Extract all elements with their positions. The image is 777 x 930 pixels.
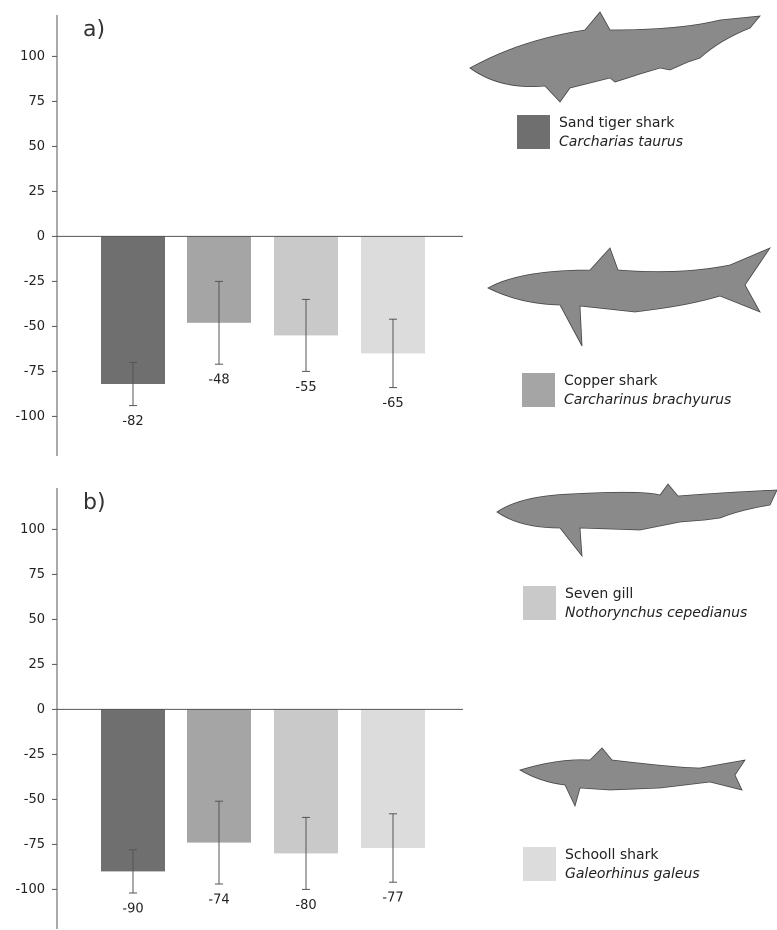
y-tick-label: 50 (28, 612, 45, 627)
y-tick-label: -50 (24, 319, 45, 334)
y-tick-label: -100 (15, 409, 45, 424)
data-label: -74 (208, 893, 229, 908)
data-label: -48 (208, 373, 229, 388)
panel-label: b) (83, 490, 106, 515)
y-tick-label: -50 (24, 792, 45, 807)
y-tick-label: 0 (37, 702, 45, 717)
data-label: -65 (382, 396, 403, 411)
bar (101, 709, 165, 872)
legend-name: Sand tiger shark (559, 115, 675, 131)
legend-species: Carcharias taurus (559, 134, 683, 150)
y-tick-label: 75 (28, 94, 45, 109)
sand-tiger-illustration (469, 11, 761, 103)
panel-label: a) (83, 17, 105, 42)
data-label: -77 (382, 891, 403, 906)
legend-species: Nothorynchus cepedianus (565, 605, 747, 621)
school-illustration (519, 747, 746, 808)
y-tick-label: 100 (20, 522, 45, 537)
y-tick-label: -25 (24, 747, 45, 762)
y-tick-label: -100 (15, 882, 45, 897)
shark-illustrations (469, 11, 777, 808)
legend-name: Copper shark (564, 373, 658, 389)
data-label: -80 (295, 898, 316, 913)
y-tick-label: 25 (28, 184, 45, 199)
legend-swatch (523, 847, 556, 881)
data-label: -55 (295, 380, 316, 395)
data-label: -90 (122, 902, 143, 917)
legend-swatch (523, 586, 556, 620)
y-tick-label: -75 (24, 364, 45, 379)
legend-species: Galeorhinus galeus (565, 866, 700, 882)
y-tick-label: 0 (37, 229, 45, 244)
legend-swatch (517, 115, 550, 149)
legend-swatch (522, 373, 555, 407)
y-tick-label: 75 (28, 567, 45, 582)
y-tick-label: 25 (28, 657, 45, 672)
seven-gill-illustration (496, 483, 777, 558)
y-tick-label: -25 (24, 274, 45, 289)
bar (101, 236, 165, 384)
y-tick-label: -75 (24, 837, 45, 852)
legend-name: Seven gill (565, 586, 633, 602)
y-tick-label: 50 (28, 139, 45, 154)
legend-species: Carcharinus brachyurus (564, 392, 731, 408)
data-label: -82 (122, 414, 143, 429)
legend-name: Schooll shark (565, 847, 659, 863)
copper-illustration (487, 247, 772, 347)
y-tick-label: 100 (20, 49, 45, 64)
